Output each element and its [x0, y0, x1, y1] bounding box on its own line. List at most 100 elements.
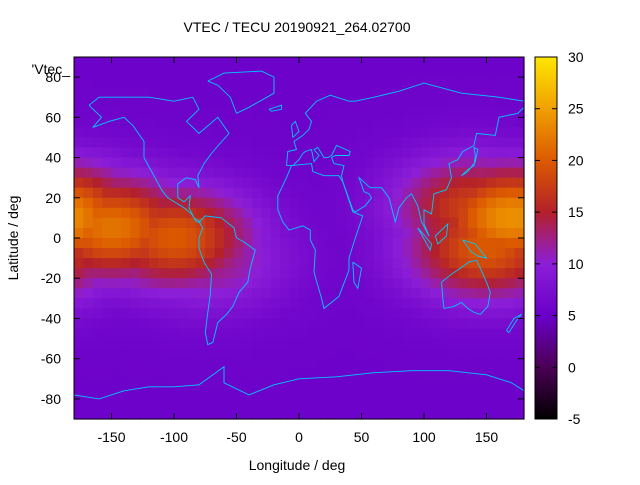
heatmap-cell	[242, 358, 253, 370]
heatmap-cell	[411, 67, 422, 78]
heatmap-cell	[458, 368, 469, 380]
heatmap-cell	[308, 167, 319, 179]
heatmap-cell	[299, 338, 309, 350]
heatmap-cell	[514, 57, 525, 68]
heatmap-cell	[214, 358, 225, 370]
heatmap-cell	[130, 278, 141, 289]
heatmap-cell	[270, 217, 281, 229]
heatmap-cell	[420, 378, 431, 390]
heatmap-cell	[345, 147, 356, 159]
heatmap-cell	[317, 248, 328, 259]
heatmap-cell	[505, 227, 516, 239]
heatmap-cell	[177, 348, 188, 360]
heatmap-cell	[495, 147, 506, 159]
heatmap-cell	[289, 57, 300, 68]
heatmap-cell	[467, 388, 478, 400]
heatmap-cell	[177, 238, 188, 249]
heatmap-cell	[430, 248, 441, 259]
heatmap-cell	[111, 167, 122, 179]
heatmap-cell	[102, 238, 113, 249]
heatmap-cell	[242, 227, 253, 239]
heatmap-cell	[299, 238, 309, 249]
heatmap-cell	[467, 408, 478, 420]
heatmap-cell	[149, 217, 159, 229]
heatmap-cell	[186, 398, 197, 410]
heatmap-cell	[505, 368, 516, 380]
heatmap-cell	[195, 107, 206, 118]
heatmap-cell	[345, 378, 356, 390]
heatmap-cell	[214, 278, 225, 289]
heatmap-cell	[299, 97, 309, 108]
heatmap-cell	[224, 378, 234, 390]
heatmap-cell	[270, 87, 281, 98]
heatmap-cell	[439, 87, 450, 98]
heatmap-cell	[327, 378, 338, 390]
heatmap-cell	[430, 318, 441, 330]
heatmap-cell	[420, 318, 431, 330]
heatmap-cell	[205, 258, 216, 269]
heatmap-cell	[158, 278, 169, 289]
heatmap-cell	[149, 197, 159, 209]
heatmap-cell	[224, 338, 234, 350]
heatmap-cell	[411, 57, 422, 68]
heatmap-cell	[280, 338, 291, 350]
heatmap-cell	[186, 57, 197, 68]
heatmap-cell	[411, 127, 422, 139]
heatmap-cell	[158, 388, 169, 400]
heatmap-cell	[514, 398, 525, 410]
heatmap-cell	[252, 278, 263, 289]
heatmap-cell	[111, 288, 122, 299]
heatmap-cell	[233, 398, 244, 410]
heatmap-cell	[299, 187, 309, 199]
heatmap-cell	[392, 258, 403, 269]
heatmap-cell	[186, 388, 197, 400]
heatmap-cell	[355, 258, 366, 269]
heatmap-cell	[177, 258, 188, 269]
heatmap-cell	[486, 348, 497, 360]
heatmap-cell	[289, 207, 300, 219]
heatmap-cell	[383, 67, 394, 78]
heatmap-cell	[355, 177, 366, 189]
heatmap-cell	[92, 288, 103, 299]
heatmap-cell	[195, 157, 206, 169]
heatmap-cell	[317, 117, 328, 128]
heatmap-cell	[336, 378, 347, 390]
heatmap-cell	[420, 157, 431, 169]
heatmap-cell	[158, 77, 169, 88]
heatmap-cell	[74, 187, 84, 199]
heatmap-cell	[167, 147, 178, 159]
heatmap-cell	[233, 117, 244, 128]
heatmap-cell	[139, 107, 150, 118]
heatmap-cell	[92, 358, 103, 370]
heatmap-cell	[149, 207, 159, 219]
heatmap-cell	[111, 57, 122, 68]
heatmap-cell	[130, 77, 141, 88]
heatmap-cell	[289, 348, 300, 360]
heatmap-cell	[299, 67, 309, 78]
heatmap-cell	[252, 147, 263, 159]
heatmap-cell	[102, 378, 113, 390]
heatmap-cell	[195, 288, 206, 299]
heatmap-cell	[233, 388, 244, 400]
heatmap-cell	[214, 137, 225, 149]
heatmap-cell	[355, 398, 366, 410]
heatmap-cell	[477, 67, 488, 78]
coastline	[352, 261, 362, 290]
heatmap-cell	[261, 348, 272, 360]
heatmap-cell	[83, 248, 94, 259]
heatmap-cell	[336, 328, 347, 340]
heatmap-cell	[158, 368, 169, 380]
heatmap-cell	[158, 67, 169, 78]
heatmap-cell	[467, 187, 478, 199]
heatmap-cell	[458, 308, 469, 320]
heatmap-cell	[374, 238, 384, 249]
heatmap-cell	[130, 238, 141, 249]
heatmap-cell	[92, 328, 103, 340]
heatmap-cell	[130, 197, 141, 209]
heatmap-cell	[364, 167, 375, 179]
heatmap-cell	[345, 57, 356, 68]
heatmap-cell	[345, 77, 356, 88]
heatmap-cell	[224, 87, 234, 98]
heatmap-cell	[280, 348, 291, 360]
heatmap-cell	[420, 197, 431, 209]
